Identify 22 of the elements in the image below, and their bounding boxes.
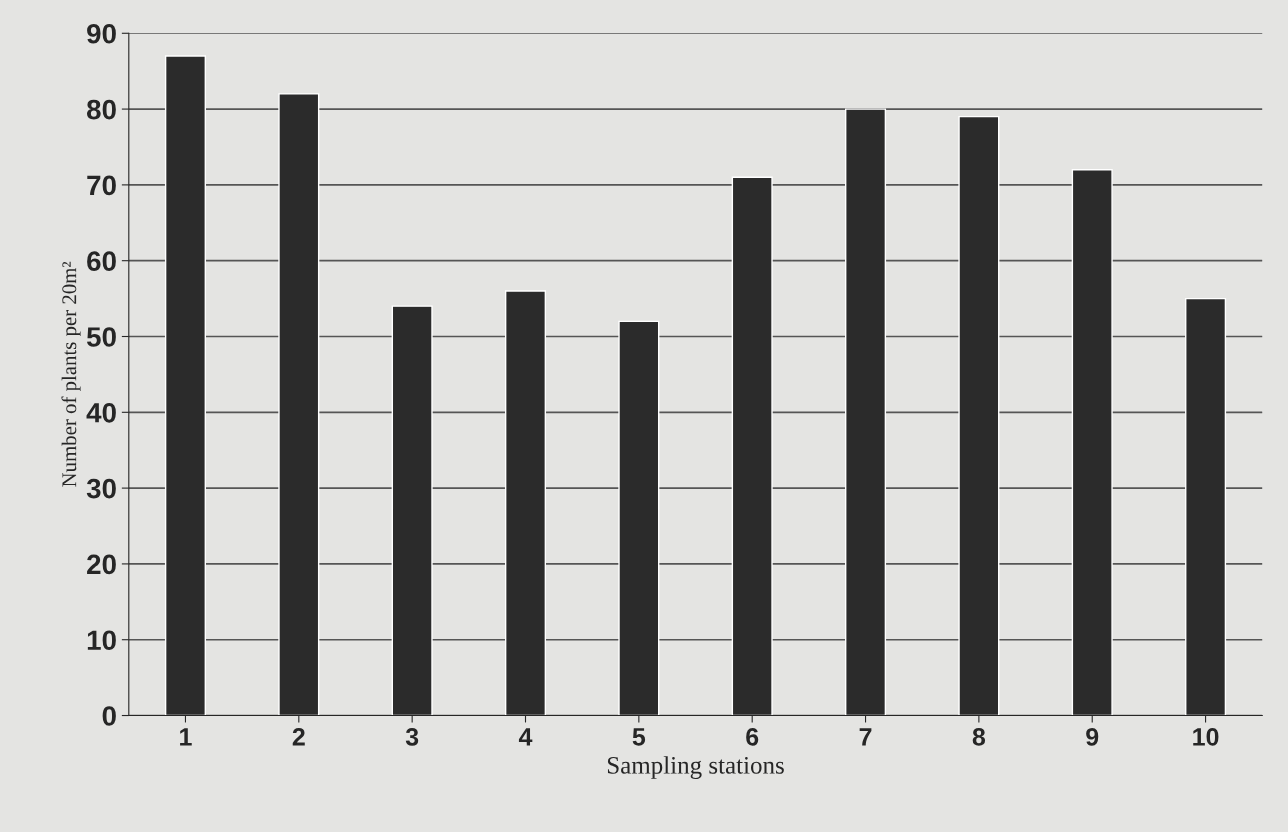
x-tick-label: 8 xyxy=(972,727,986,746)
x-tick-label: 2 xyxy=(292,727,305,746)
y-tick-label: 90 xyxy=(87,23,116,44)
y-tick-label: 20 xyxy=(87,554,116,575)
y-tick-label: 60 xyxy=(87,251,116,272)
x-tick-label: 3 xyxy=(405,727,419,746)
x-tick-label: 4 xyxy=(518,728,533,746)
y-tick-label: 50 xyxy=(86,327,116,347)
y-axis-title: Number of plants per 20m² xyxy=(61,261,81,487)
y-tick-label: 80 xyxy=(86,99,116,120)
x-tick-label: 5 xyxy=(632,728,646,746)
x-tick-label: 7 xyxy=(859,728,872,746)
y-tick-label: 0 xyxy=(102,706,116,726)
x-tick-label: 1 xyxy=(180,728,192,746)
y-tick-label: 10 xyxy=(87,630,116,651)
y-tick-label: 70 xyxy=(87,175,116,196)
y-tick-label: 30 xyxy=(86,478,116,499)
x-tick-label: 9 xyxy=(1086,727,1099,746)
x-tick-label: 10 xyxy=(1193,727,1219,746)
y-tick-label: 40 xyxy=(86,402,116,423)
x-axis-title: Sampling stations xyxy=(607,756,784,779)
x-tick-label: 6 xyxy=(746,727,759,746)
